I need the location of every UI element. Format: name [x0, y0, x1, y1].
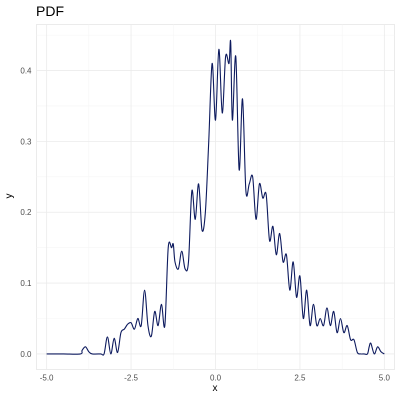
y-tick-label: 0.4: [20, 67, 32, 76]
x-axis-ticks: -5.0 -2.5 0.0 2.5 5.0: [40, 374, 391, 383]
x-tick-label: 0.0: [210, 374, 222, 383]
x-tick-label: 5.0: [379, 374, 391, 383]
y-tick-label: 0.3: [20, 137, 32, 146]
x-tick-label: -5.0: [40, 374, 54, 383]
y-axis-label: y: [4, 194, 15, 199]
x-tick-label: -2.5: [124, 374, 138, 383]
y-tick-label: 0.2: [20, 208, 32, 217]
chart-title: PDF: [36, 3, 64, 19]
pdf-line: [46, 39, 385, 356]
x-tick-label: 2.5: [294, 374, 306, 383]
y-tick-label: 0.0: [20, 350, 32, 359]
x-axis-label: x: [213, 383, 218, 394]
y-tick-label: 0.1: [20, 279, 32, 288]
major-grid: [36, 24, 395, 370]
y-axis-ticks: 0.0 0.1 0.2 0.3 0.4: [20, 67, 32, 359]
